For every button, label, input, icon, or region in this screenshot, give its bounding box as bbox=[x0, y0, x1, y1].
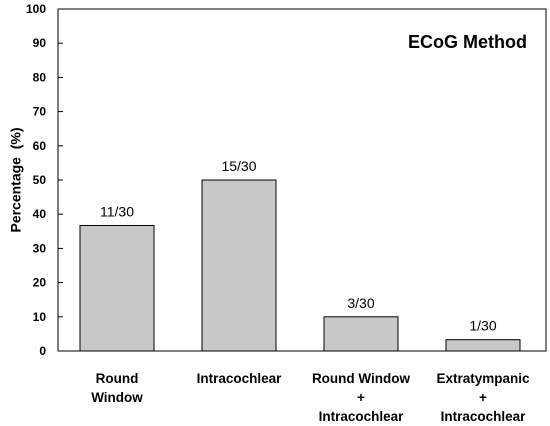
x-category-label: Intracochlear bbox=[319, 409, 405, 424]
bars bbox=[79, 179, 521, 352]
bar bbox=[445, 339, 521, 352]
y-tick-label: 60 bbox=[33, 139, 47, 153]
bar-data-label: 3/30 bbox=[347, 295, 374, 311]
y-tick-label: 0 bbox=[39, 344, 46, 358]
y-tick-label: 30 bbox=[33, 241, 47, 255]
bar bbox=[201, 179, 277, 352]
category-labels: Round Window Intracochlear Round Window + Int… bbox=[91, 371, 530, 424]
bar-data-label: 1/30 bbox=[469, 318, 496, 334]
y-tick-label: 40 bbox=[33, 207, 47, 221]
x-category-label: Round bbox=[96, 371, 139, 386]
x-category-label: Extratympanic bbox=[436, 371, 530, 386]
x-category-label: + bbox=[357, 390, 365, 405]
x-category-label: Window bbox=[91, 390, 143, 405]
y-axis-label: Percentage (%) bbox=[8, 127, 24, 232]
x-category-label: Round Window bbox=[312, 371, 411, 386]
x-category-label: Intracochlear bbox=[441, 409, 527, 424]
y-tick-label: 80 bbox=[33, 70, 47, 84]
y-axis-ticks: 0 10 20 30 40 50 60 70 80 90 100 bbox=[26, 2, 63, 358]
y-tick-label: 20 bbox=[33, 276, 47, 290]
y-tick-label: 70 bbox=[33, 105, 47, 119]
y-tick-label: 100 bbox=[26, 2, 46, 16]
x-category-label: Intracochlear bbox=[197, 371, 283, 386]
y-tick-label: 90 bbox=[33, 36, 47, 50]
plot-area-frame bbox=[57, 8, 547, 352]
chart-title: ECoG Method bbox=[408, 32, 527, 52]
bar-data-label: 15/30 bbox=[221, 158, 256, 174]
bar bbox=[79, 224, 155, 352]
x-category-label: + bbox=[479, 390, 487, 405]
bar-data-label: 11/30 bbox=[100, 203, 134, 219]
y-tick-label: 50 bbox=[33, 173, 47, 187]
bar bbox=[323, 316, 399, 352]
y-tick-label: 10 bbox=[33, 310, 47, 324]
data-labels: 11/30 15/30 3/30 1/30 bbox=[100, 158, 497, 334]
